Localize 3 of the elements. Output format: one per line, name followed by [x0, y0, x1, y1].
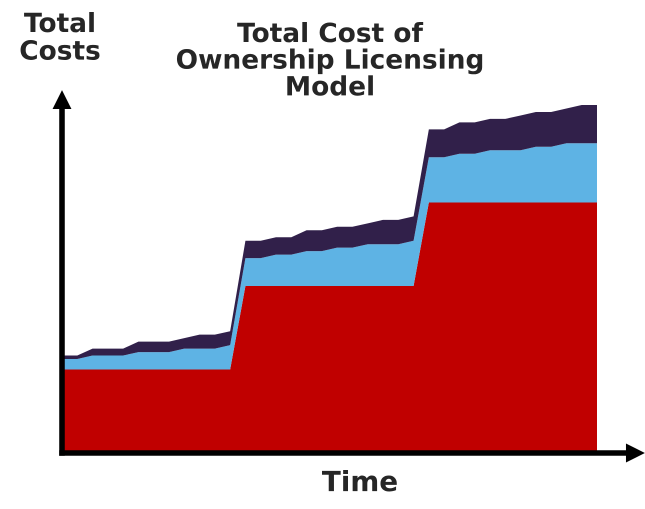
y-axis-title: Total Costs	[20, 12, 100, 60]
chart-title: Total Cost of Ownership Licensing Model	[176, 22, 482, 96]
x-axis-title: Time	[322, 470, 397, 492]
